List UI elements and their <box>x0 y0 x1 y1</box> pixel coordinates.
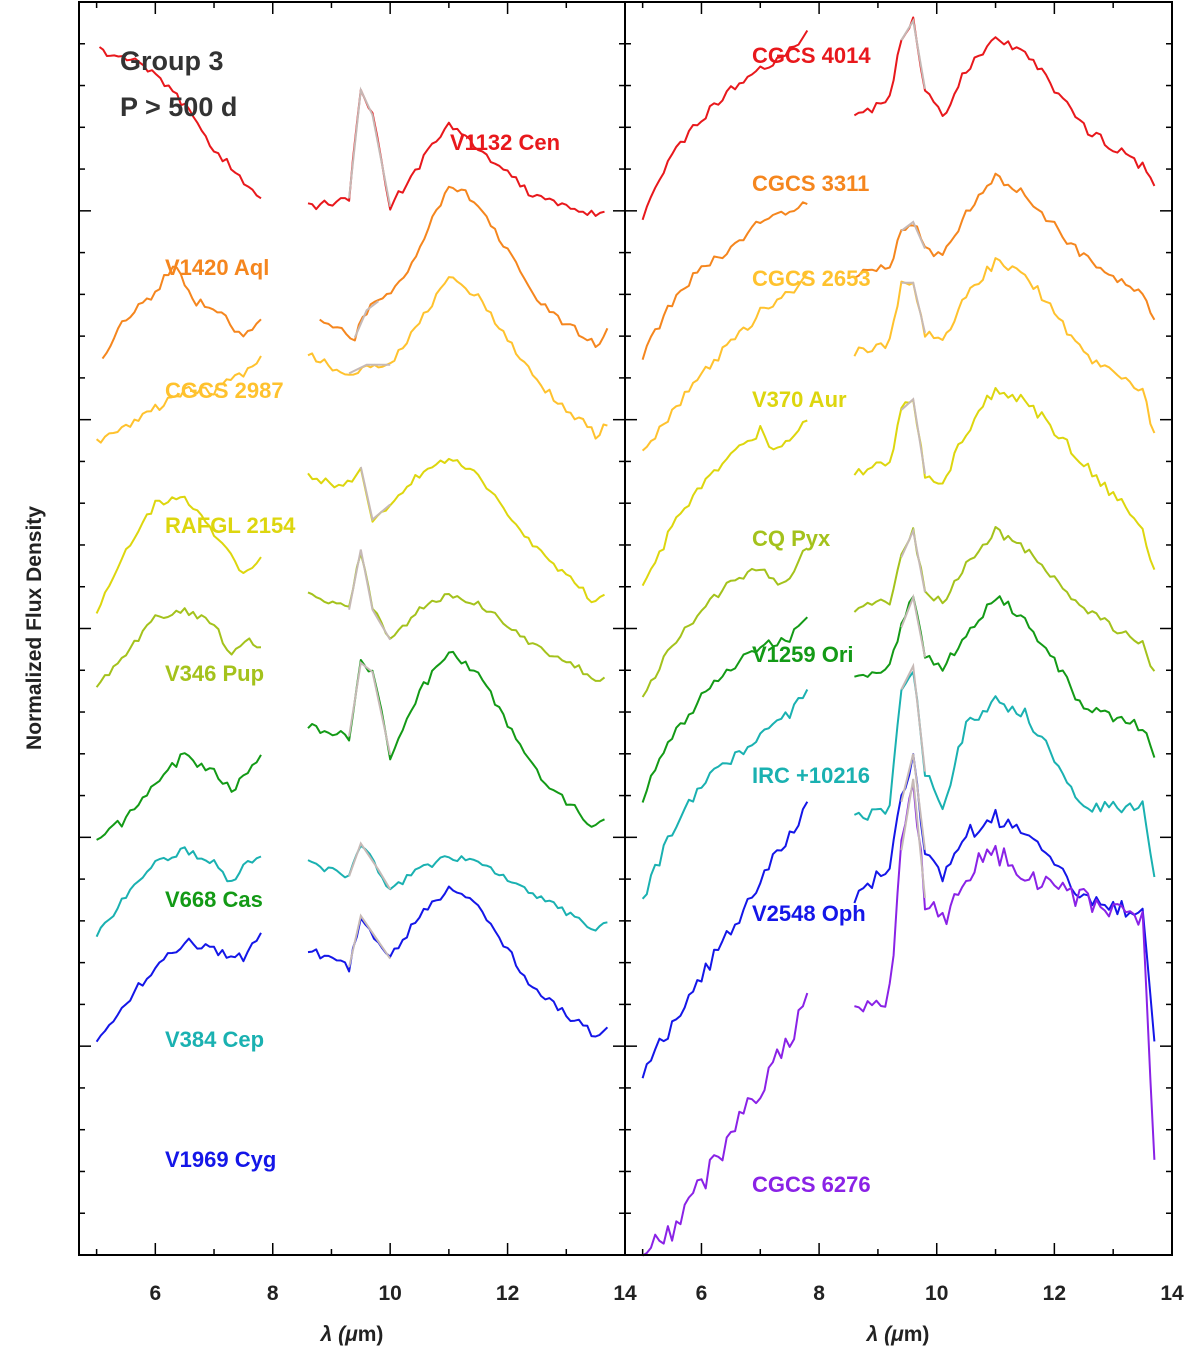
spectrum-left-1-sic-feature <box>353 300 380 338</box>
series-label-right-8: CGCS 6276 <box>752 1172 871 1197</box>
spectrum-left-4-seg-1 <box>307 552 606 682</box>
spectrum-right-0-seg-1 <box>853 16 1156 187</box>
x-axis-label-left-suffix: m) <box>358 1323 384 1346</box>
series-label-left-1: V1420 Aql <box>165 255 269 280</box>
x-axis-label-left: λ (μm) <box>320 1323 384 1346</box>
spectrum-right-7-seg-0 <box>641 801 809 1079</box>
spectrum-left-6-seg-0 <box>95 846 262 938</box>
spectrum-right-2-sic-feature <box>901 281 926 334</box>
spectrum-left-0-sic-feature <box>348 86 392 207</box>
x-tick-label-0-8: 8 <box>267 1282 279 1305</box>
x-axis-label-right-prefix: λ ( <box>866 1323 894 1346</box>
spectrum-right-2-seg-1 <box>853 257 1156 434</box>
spectrum-right-5-seg-1 <box>854 595 1156 758</box>
y-axis-label: Normalized Flux Density <box>23 506 46 750</box>
series-label-right-7: V2548 Oph <box>752 901 866 926</box>
spectrum-right-7-sic-feature <box>900 753 926 850</box>
x-tick-label-1-14: 14 <box>1160 1282 1184 1305</box>
spectrum-right-6-seg-1 <box>853 670 1156 878</box>
series-label-left-2: CGCS 2987 <box>165 378 284 403</box>
spectrum-left-0-seg-0 <box>98 46 262 200</box>
spectrum-right-0-sic-feature <box>900 18 926 89</box>
spectrum-right-3-sic-feature <box>900 397 926 474</box>
spectrum-right-0-seg-0 <box>641 29 809 221</box>
left-panel <box>95 46 609 1043</box>
axis-ticks: 6 8 10 12 14 6 8 10 12 14 <box>79 2 1184 1305</box>
x-tick-label-0-6: 6 <box>149 1282 161 1305</box>
spectrum-left-5-seg-0 <box>96 752 262 841</box>
spectrum-left-2-sic-feature <box>348 363 391 375</box>
x-tick-label-0-12: 12 <box>496 1282 519 1305</box>
series-label-right-1: CGCS 3311 <box>752 171 869 196</box>
spectrum-right-6-seg-0 <box>641 689 809 900</box>
series-label-left-6: V384 Cep <box>165 1027 264 1052</box>
spectrum-left-5-sic-feature <box>348 660 392 756</box>
spectrum-right-3-seg-0 <box>641 419 808 587</box>
x-tick-label-1-12: 12 <box>1043 1282 1066 1305</box>
series-label-left-7: V1969 Cyg <box>165 1147 276 1172</box>
spectrum-left-6-sic-feature <box>348 841 392 890</box>
series-label-right-4: CQ Pyx <box>752 526 831 551</box>
spectrum-right-4-seg-0 <box>641 547 808 698</box>
x-axis-label-left-unit: μ <box>344 1323 358 1346</box>
series-label-left-0: V1132 Cen <box>450 130 560 155</box>
spectrum-right-1-seg-1 <box>853 172 1156 321</box>
spectrum-left-6-seg-1 <box>307 844 608 932</box>
spectrum-right-7-seg-1 <box>853 753 1156 1042</box>
spectrum-left-2-seg-0 <box>95 355 262 444</box>
spectrum-left-4-seg-0 <box>95 607 262 688</box>
spectrum-right-4-sic-feature <box>900 527 926 593</box>
x-tick-label-1-10: 10 <box>925 1282 948 1305</box>
spectrum-left-5-seg-1 <box>307 650 605 828</box>
right-panel <box>641 16 1156 1257</box>
series-label-left-4: V346 Pup <box>165 661 264 686</box>
series-label-right-6: IRC +10216 <box>752 763 870 788</box>
x-axis-label-right: λ (μm) <box>866 1323 930 1346</box>
x-tick-label-0-10: 10 <box>378 1282 401 1305</box>
spectrum-right-1-sic-feature <box>900 220 926 250</box>
x-axis-label-right-suffix: m) <box>904 1323 930 1346</box>
spectrum-left-1-seg-0 <box>101 265 262 360</box>
x-axis-label-left-prefix: λ ( <box>320 1323 348 1346</box>
spectrum-right-8-seg-1 <box>854 782 1156 1160</box>
spectrum-left-3-seg-1 <box>307 457 605 604</box>
spectrum-right-5-seg-0 <box>641 616 809 803</box>
spectrum-left-3-sic-feature <box>359 466 391 522</box>
x-tick-label-1-8: 8 <box>813 1282 825 1305</box>
group-title-line1: Group 3 <box>120 46 224 76</box>
series-label-left-5: V668 Cas <box>165 887 263 912</box>
x-tick-label-1-6: 6 <box>696 1282 708 1305</box>
x-tick-label-0-14: 14 <box>613 1282 637 1305</box>
series-labels: V1132 Cen V1420 Aql CGCS 2987 RAFGL 2154 V34… <box>165 43 871 1197</box>
spectrum-right-2-seg-0 <box>641 272 809 452</box>
spectrum-right-3-seg-1 <box>853 387 1156 570</box>
spectrum-right-1-seg-0 <box>641 201 808 360</box>
spectrum-left-1-seg-1 <box>319 185 609 348</box>
x-axis-label-right-unit: μ <box>890 1323 904 1346</box>
spectrum-left-3-seg-0 <box>95 495 262 614</box>
spectrum-left-7-sic-feature <box>348 913 392 968</box>
spectrum-left-2-seg-1 <box>307 276 608 440</box>
spectrum-right-8-seg-0 <box>642 992 809 1257</box>
series-label-right-3: V370 Aur <box>752 387 847 412</box>
spectrum-right-8-sic-feature <box>900 778 926 898</box>
spectrum-left-7-seg-0 <box>95 932 262 1043</box>
spectrum-left-4-sic-feature <box>348 549 392 641</box>
series-label-right-2: CGCS 2653 <box>752 266 871 291</box>
spectrum-right-5-sic-feature <box>900 593 926 658</box>
spectrum-right-6-sic-feature <box>900 662 926 772</box>
group-title-line2: P > 500 d <box>120 92 237 122</box>
series-label-right-0: CGCS 4014 <box>752 43 871 68</box>
spectrum-right-4-seg-1 <box>853 526 1156 672</box>
series-label-right-5: V1259 Ori <box>752 642 854 667</box>
series-label-left-3: RAFGL 2154 <box>165 513 296 538</box>
